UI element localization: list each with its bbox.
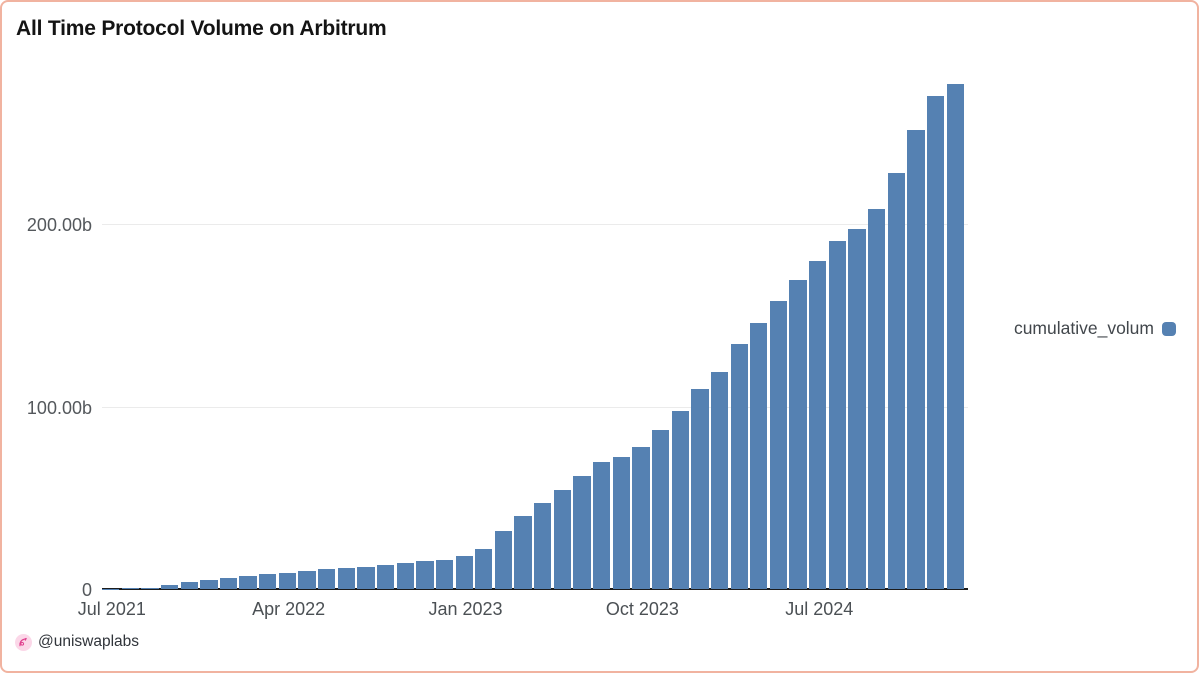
bar-dec-2024[interactable] <box>907 130 925 589</box>
bar-mar-2023[interactable] <box>494 530 513 589</box>
bar-aug-2024[interactable] <box>828 240 846 589</box>
x-tick-label: Oct 2023 <box>605 599 679 619</box>
bar-jan-2022[interactable] <box>219 578 238 589</box>
x-tick-label: Jul 2021 <box>77 599 146 619</box>
gridline-100.00b <box>102 406 968 408</box>
legend-swatch-icon <box>1162 321 1176 336</box>
bar-dec-2022[interactable] <box>435 559 454 589</box>
bar-oct-2023[interactable] <box>632 446 650 589</box>
bar-apr-2024[interactable] <box>750 322 768 589</box>
bar-jul-2022[interactable] <box>337 568 355 589</box>
bar-dec-2021[interactable] <box>200 580 218 589</box>
gridline-200.00b <box>102 224 968 225</box>
bar-jan-2024[interactable] <box>691 389 709 589</box>
plot-area <box>102 72 968 590</box>
bar-oct-2024[interactable] <box>867 209 886 589</box>
bar-jan-2025[interactable] <box>926 96 945 589</box>
bar-aug-2023[interactable] <box>593 461 611 589</box>
bar-sep-2022[interactable] <box>376 564 395 589</box>
bar-jun-2024[interactable] <box>789 280 807 589</box>
bar-sep-2023[interactable] <box>612 456 630 589</box>
uniswap-unicorn-icon <box>15 633 32 651</box>
y-tick-label: 0 <box>81 580 92 600</box>
bar-may-2022[interactable] <box>298 570 316 589</box>
bar-nov-2022[interactable] <box>416 561 434 589</box>
bar-feb-2023[interactable] <box>475 548 493 589</box>
bar-feb-2024[interactable] <box>710 372 729 589</box>
y-tick-label: 200.00b <box>26 215 92 235</box>
x-axis-line <box>102 588 968 590</box>
bar-apr-2022[interactable] <box>278 572 297 589</box>
chart-title: All Time Protocol Volume on Arbitrum <box>16 17 387 40</box>
bar-mar-2022[interactable] <box>259 574 277 589</box>
bar-may-2024[interactable] <box>769 300 788 589</box>
bar-oct-2021[interactable] <box>160 585 179 589</box>
bar-may-2023[interactable] <box>534 503 552 589</box>
y-tick-label: 100.00b <box>26 397 92 418</box>
attribution-handle: @uniswaplabs <box>38 633 140 650</box>
bar-sep-2021[interactable] <box>141 587 159 589</box>
attribution: @uniswaplabs <box>15 633 139 651</box>
bar-sep-2024[interactable] <box>848 228 866 589</box>
legend-label: cumulative_volum <box>1013 318 1154 338</box>
bar-jul-2023[interactable] <box>573 475 591 589</box>
bar-jun-2022[interactable] <box>318 569 336 589</box>
x-axis-labels: Jul 2021 Apr 2022 Jan 2023 Oct 2023 Jul 2024 <box>78 599 968 627</box>
bar-nov-2021[interactable] <box>180 582 198 589</box>
bar-jul-2024[interactable] <box>809 260 827 589</box>
bar-nov-2023[interactable] <box>651 429 670 589</box>
bar-apr-2023[interactable] <box>514 516 532 589</box>
bar-series <box>102 72 968 589</box>
bar-aug-2022[interactable] <box>357 566 375 589</box>
bar-jan-2023[interactable] <box>455 556 473 589</box>
y-axis-labels: 0 100.00b 200.00b <box>2 2 92 671</box>
bar-dec-2023[interactable] <box>671 410 689 589</box>
bar-jun-2023[interactable] <box>553 490 572 589</box>
bar-feb-2022[interactable] <box>239 576 257 589</box>
bar-nov-2024[interactable] <box>887 172 905 589</box>
bar-aug-2021[interactable] <box>121 588 139 589</box>
bar-oct-2022[interactable] <box>396 563 414 589</box>
x-tick-label: Jul 2024 <box>785 599 854 619</box>
bar-feb-2025[interactable] <box>946 83 964 589</box>
x-tick-label: Jan 2023 <box>428 599 503 619</box>
x-tick-label: Apr 2022 <box>252 599 326 619</box>
legend-item[interactable]: cumulative_volum <box>1014 318 1176 339</box>
bar-mar-2024[interactable] <box>730 343 748 589</box>
